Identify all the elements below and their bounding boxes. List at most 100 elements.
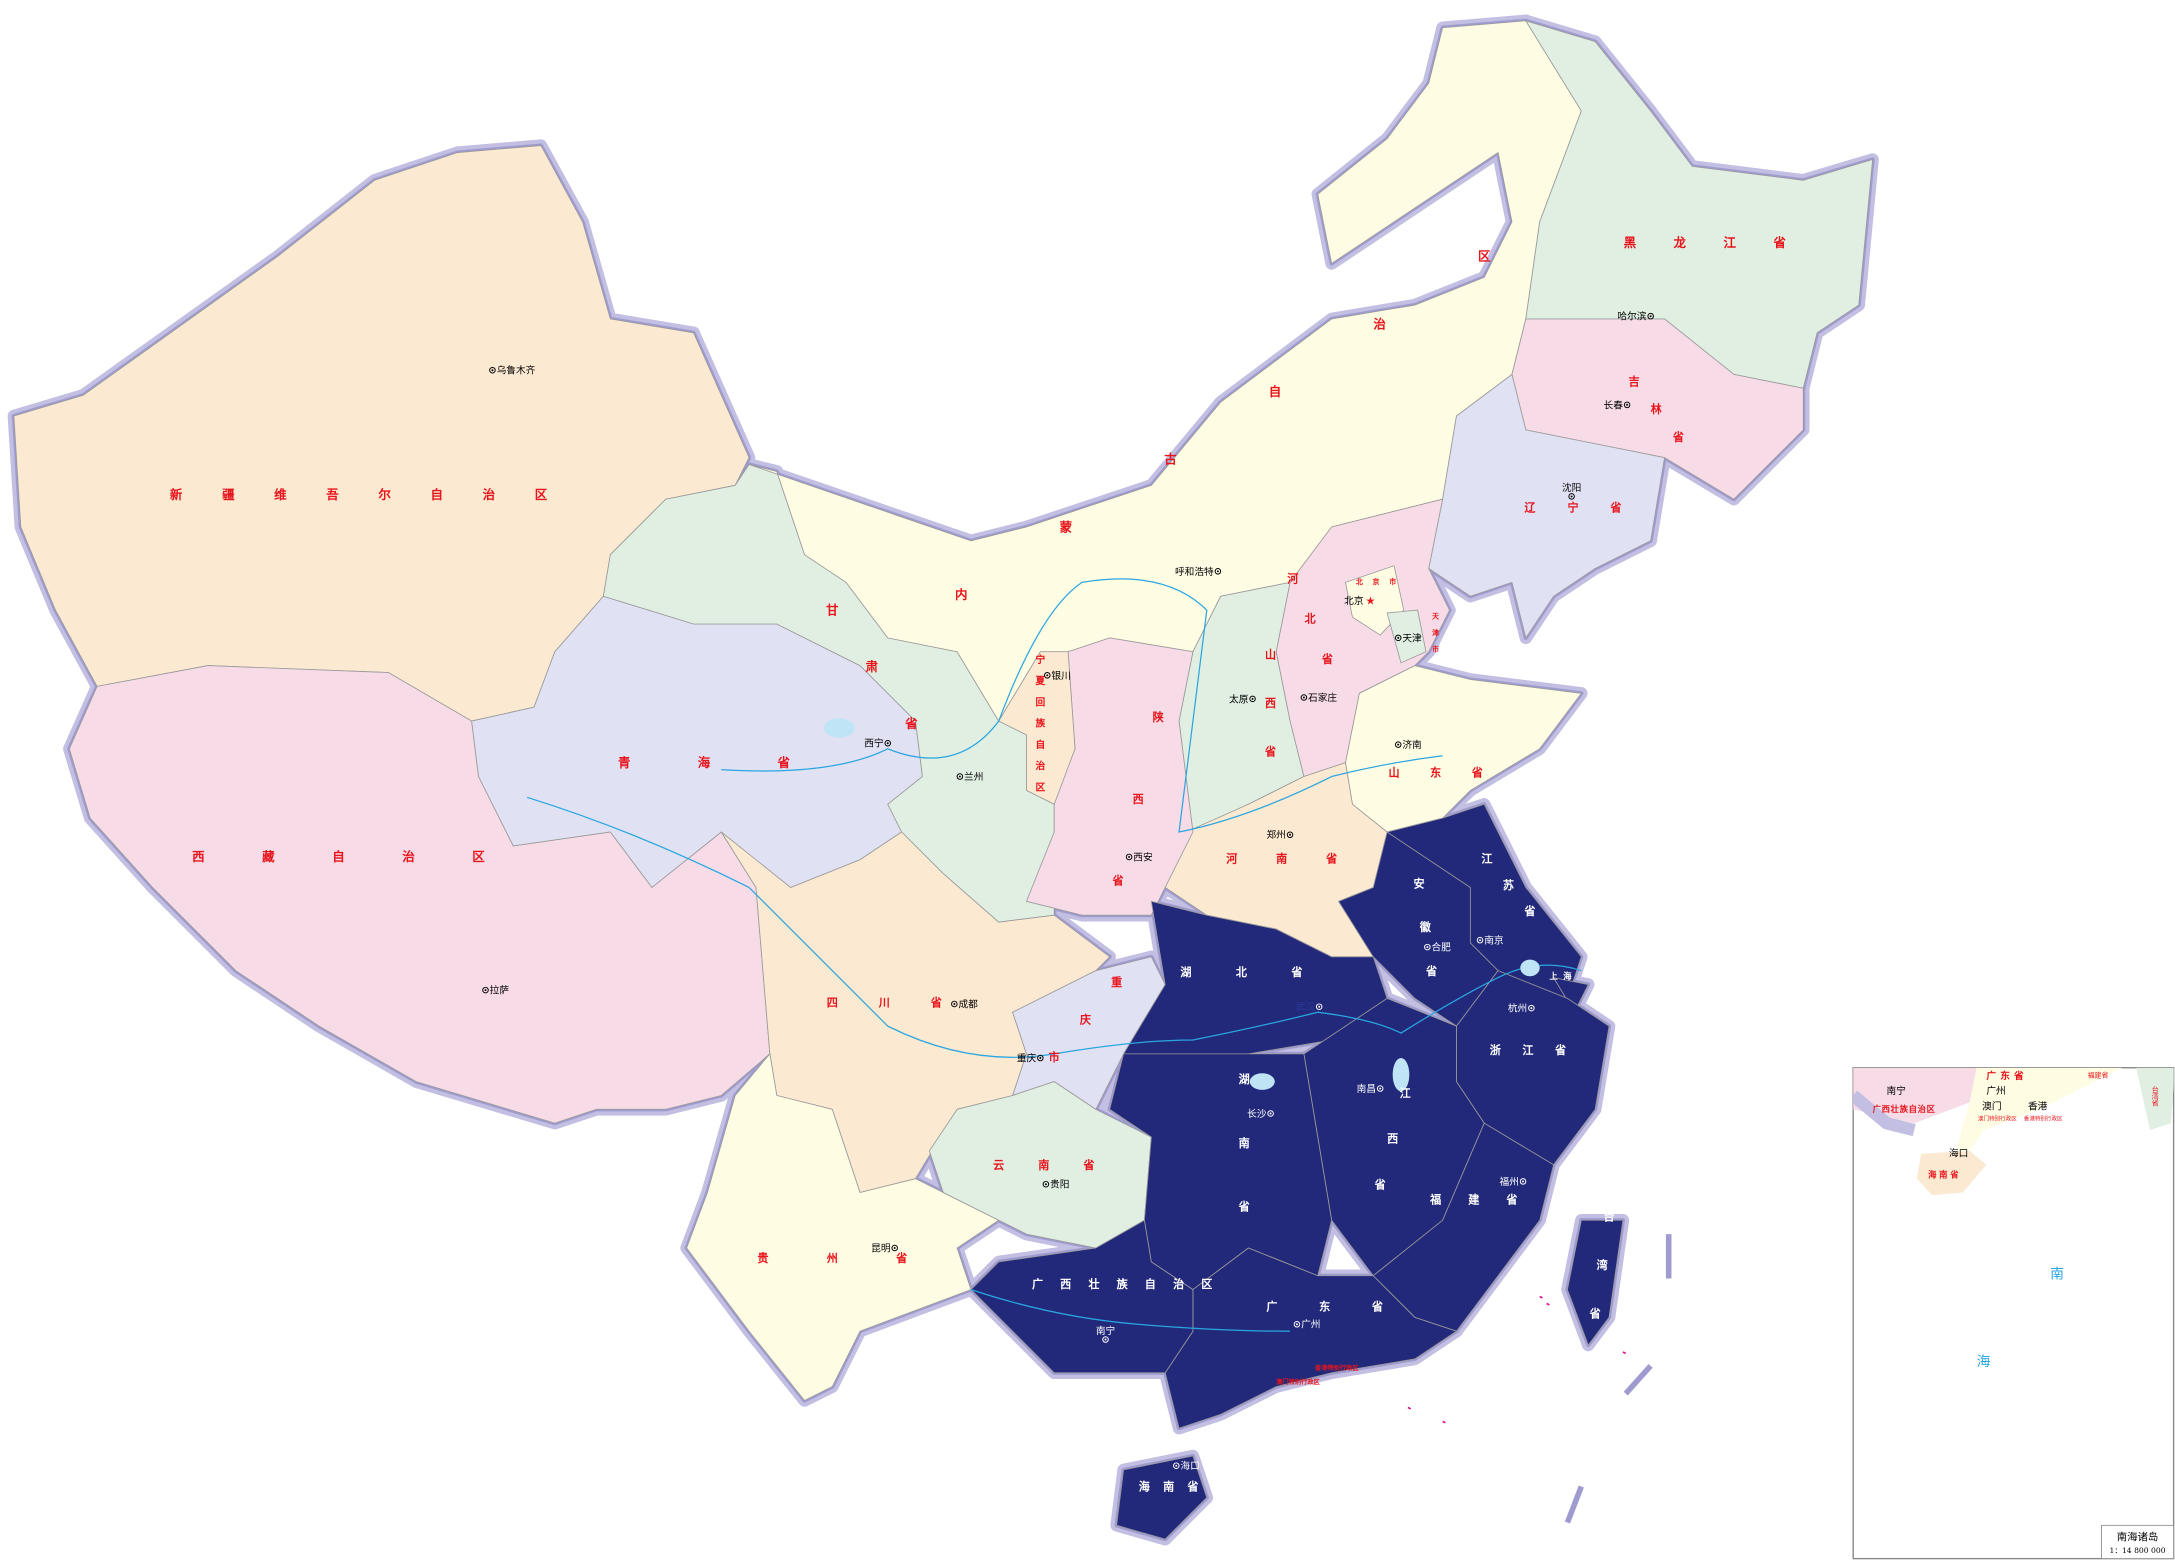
city-name: 重庆	[1017, 1051, 1037, 1064]
city-name: 太原	[1229, 692, 1249, 705]
pearl-river	[970, 1289, 1291, 1332]
poyang-lake	[1392, 1058, 1410, 1092]
province-region[interactable]	[1552, 977, 1589, 1014]
city-name: 武汉	[1296, 1000, 1316, 1013]
city-dot-center	[1216, 570, 1219, 573]
city-name: 西安	[1133, 850, 1153, 863]
city-marker[interactable]: 西安	[1125, 850, 1153, 863]
city-dot-center	[1479, 939, 1482, 942]
city-dot-icon	[1300, 694, 1308, 701]
city-dot-icon	[1315, 1003, 1323, 1010]
province-region[interactable]	[1386, 609, 1427, 664]
city-dot-center	[1570, 495, 1573, 498]
city-dot-icon	[1044, 672, 1051, 679]
capital-star-icon: ★	[1366, 595, 1376, 608]
city-dot-center	[1649, 315, 1652, 318]
city-dot-icon	[1394, 634, 1402, 642]
city-dot-center	[1522, 1180, 1525, 1183]
city-marker[interactable]: 乌鲁木齐	[489, 364, 536, 377]
city-marker[interactable]: 兰州	[956, 770, 983, 783]
city-marker[interactable]: 天津	[1394, 632, 1422, 644]
island-mark	[1546, 1302, 1550, 1306]
province-region[interactable]	[1428, 373, 1666, 639]
province-region[interactable]	[748, 20, 1582, 722]
city-marker[interactable]: 太原	[1229, 692, 1256, 705]
city-marker[interactable]: 南京	[1476, 934, 1504, 947]
province-region[interactable]	[998, 651, 1076, 805]
city-dot-icon	[482, 986, 489, 994]
city-name: 兰州	[964, 770, 983, 783]
city-dot-icon	[1042, 1180, 1050, 1188]
city-name: 海口	[1180, 1459, 1199, 1472]
city-marker[interactable]: 石家庄	[1300, 691, 1337, 704]
city-marker[interactable]: 郑州	[1266, 828, 1294, 841]
city-name: 南宁	[1096, 1324, 1116, 1337]
city-dot-center	[491, 369, 494, 372]
qinghai-lake	[823, 718, 855, 738]
city-dot-icon	[956, 773, 964, 780]
city-marker[interactable]: 武汉	[1296, 1000, 1323, 1013]
south-china-sea-inset: 南 海 南宁 广西壮族自治区 广东省 广州 澳门 香港 澳门特别行政区 香港特别…	[1852, 1067, 2175, 1560]
city-dot-icon	[489, 366, 496, 374]
city-marker[interactable]: 哈尔滨	[1617, 310, 1654, 323]
city-marker[interactable]: 拉萨	[482, 984, 510, 997]
province-region[interactable]	[970, 1219, 1194, 1374]
city-marker[interactable]: 济南	[1394, 738, 1422, 751]
city-name: 哈尔滨	[1617, 310, 1646, 323]
inset-city-guangzhou: 广州	[1986, 1085, 2005, 1097]
city-marker[interactable]: 贵阳	[1042, 1178, 1069, 1191]
city-dot-center	[1269, 1112, 1272, 1115]
city-dot-center	[1046, 674, 1049, 677]
province-region[interactable]	[1524, 20, 1874, 389]
city-marker[interactable]: 成都	[951, 998, 979, 1010]
province-label: 宁夏回族自治区	[1034, 653, 1045, 794]
city-marker[interactable]: 广州	[1293, 1319, 1320, 1331]
city-marker[interactable]: 银川	[1044, 669, 1071, 682]
city-dot-center	[1289, 833, 1291, 836]
city-marker[interactable]: 昆明	[871, 1242, 898, 1254]
city-dot-center	[1251, 697, 1254, 700]
city-marker[interactable]: 海口	[1173, 1459, 1200, 1472]
city-dot-center	[886, 742, 889, 745]
city-marker[interactable]: 重庆	[1017, 1051, 1044, 1064]
city-dot-icon	[1519, 1178, 1527, 1185]
city-name: 成都	[958, 998, 978, 1010]
city-name: 呼和浩特	[1175, 566, 1214, 578]
city-name: 南京	[1484, 934, 1504, 947]
city-marker[interactable]: 福州	[1500, 1175, 1527, 1188]
province-region[interactable]	[1567, 1219, 1624, 1346]
city-dot-icon	[1647, 312, 1654, 320]
taihu-lake	[1520, 959, 1540, 977]
city-dot-icon	[1102, 1336, 1109, 1343]
city-marker[interactable]: 合肥	[1424, 941, 1452, 954]
city-marker[interactable]: 西宁	[864, 737, 892, 750]
city-dot-center	[958, 775, 961, 778]
city-dot-center	[1044, 1183, 1047, 1186]
city-marker[interactable]: 南宁	[1096, 1324, 1116, 1343]
inset-city-hongkong: 香港	[2028, 1100, 2048, 1112]
province-region[interactable]	[1386, 803, 1582, 999]
province-region[interactable]	[1011, 956, 1166, 1110]
city-marker[interactable]: 南昌	[1357, 1082, 1384, 1095]
city-dot-icon	[1424, 943, 1431, 951]
province-label: 西藏自治区	[192, 849, 485, 864]
city-dot-center	[1128, 855, 1131, 858]
city-marker[interactable]: 呼和浩特	[1175, 566, 1222, 578]
dongting-lake	[1249, 1073, 1275, 1090]
province-label: 香港特别行政区	[1314, 1364, 1359, 1372]
city-marker[interactable]: ★北京	[1344, 594, 1375, 608]
province-region[interactable]	[1116, 1455, 1208, 1540]
city-dot-center	[1175, 1464, 1178, 1467]
city-marker[interactable]: 杭州	[1508, 1002, 1535, 1015]
city-dot-center	[1039, 1057, 1042, 1059]
city-dot-icon	[1376, 1085, 1384, 1092]
city-dot-center	[1397, 743, 1400, 746]
city-marker[interactable]: 长春	[1604, 399, 1631, 411]
city-marker[interactable]: 沈阳	[1562, 481, 1581, 500]
province-label: 澳门特别行政区	[1276, 1378, 1320, 1386]
city-name: 济南	[1402, 738, 1422, 751]
city-marker[interactable]: 长沙	[1247, 1108, 1274, 1120]
boundary-dash	[1564, 1485, 1584, 1524]
